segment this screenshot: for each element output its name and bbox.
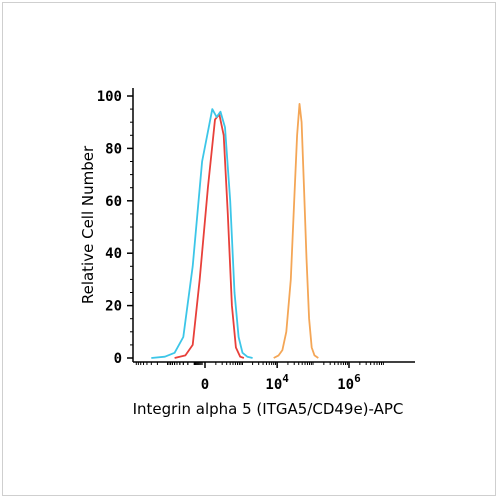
y-tick-label: 40: [105, 246, 122, 262]
y-tick-label: 20: [105, 299, 122, 315]
y-tick-label: 0: [114, 351, 122, 367]
x-tick-label: 104: [265, 372, 289, 393]
y-tick-label: 100: [97, 89, 122, 105]
axes: [132, 88, 415, 363]
figure-frame: [2, 2, 496, 496]
x-ticks: 0 104 106: [135, 362, 384, 393]
y-axis-title: Relative Cell Number: [79, 145, 97, 304]
histogram-curves: [151, 103, 319, 359]
y-tick-label: 80: [105, 141, 122, 157]
x-axis-title: Integrin alpha 5 (ITGA5/CD49e)-APC: [133, 400, 404, 418]
x-tick-label: 0: [201, 377, 209, 393]
y-ticks: 0 20 40 60 80 100: [97, 89, 133, 367]
histogram-curve: [151, 108, 253, 359]
histogram-curve: [273, 103, 319, 359]
y-tick-label: 60: [105, 194, 122, 210]
x-tick-label: 106: [337, 372, 361, 393]
